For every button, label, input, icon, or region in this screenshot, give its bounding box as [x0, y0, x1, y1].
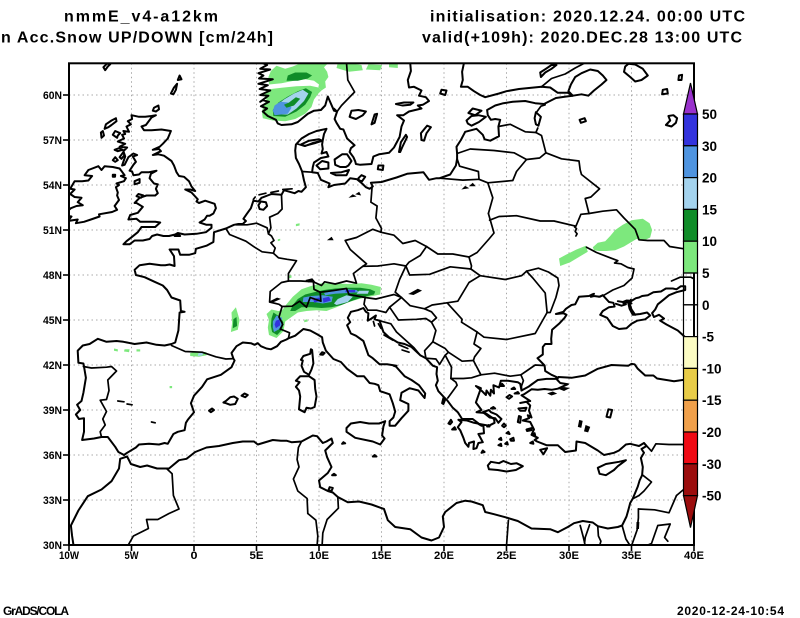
svg-text:-20: -20 — [702, 425, 722, 440]
svg-text:-50: -50 — [702, 489, 722, 504]
svg-text:15: 15 — [702, 202, 718, 217]
svg-text:10W: 10W — [59, 550, 80, 562]
svg-text:5: 5 — [702, 266, 710, 281]
svg-text:30N: 30N — [43, 540, 62, 552]
svg-text:20: 20 — [702, 171, 717, 186]
svg-text:valid(+109h): 2020.DEC.28 13:0: valid(+109h): 2020.DEC.28 13:00 UTC — [422, 30, 742, 47]
svg-text:5E: 5E — [250, 550, 264, 562]
svg-text:33N: 33N — [43, 495, 62, 507]
svg-text:45N: 45N — [43, 315, 62, 327]
svg-text:5W: 5W — [125, 550, 140, 562]
svg-text:-15: -15 — [702, 393, 722, 408]
svg-text:60N: 60N — [43, 90, 62, 102]
svg-text:10E: 10E — [309, 550, 329, 562]
svg-text:54N: 54N — [43, 180, 62, 192]
svg-text:36N: 36N — [43, 450, 62, 462]
svg-text:initialisation: 2020.12.24. 0: initialisation: 2020.12.24. 00:00 UTC — [430, 9, 745, 26]
svg-text:48N: 48N — [43, 270, 62, 282]
svg-text:20E: 20E — [434, 550, 454, 562]
svg-text:57N: 57N — [43, 135, 62, 147]
svg-text:42N: 42N — [43, 360, 62, 372]
svg-text:10: 10 — [702, 234, 717, 249]
svg-text:0: 0 — [702, 298, 710, 313]
svg-text:50: 50 — [702, 107, 717, 122]
svg-text:2020-12-24-10:54: 2020-12-24-10:54 — [677, 604, 784, 618]
svg-text:0: 0 — [191, 550, 198, 562]
svg-text:-10: -10 — [702, 361, 722, 376]
svg-text:25E: 25E — [497, 550, 517, 562]
svg-text:-5: -5 — [702, 330, 714, 345]
svg-text:39N: 39N — [43, 405, 62, 417]
svg-text:51N: 51N — [43, 225, 62, 237]
svg-text:40E: 40E — [684, 550, 704, 562]
svg-text:-30: -30 — [702, 457, 722, 472]
svg-text:15E: 15E — [372, 550, 392, 562]
svg-text:30E: 30E — [559, 550, 579, 562]
svg-text:n Acc.Snow UP/DOWN [cm/24h]: n Acc.Snow UP/DOWN [cm/24h] — [1, 30, 273, 47]
svg-text:GrADS/COLA: GrADS/COLA — [3, 604, 69, 618]
svg-text:30: 30 — [702, 139, 717, 154]
svg-text:35E: 35E — [622, 550, 642, 562]
